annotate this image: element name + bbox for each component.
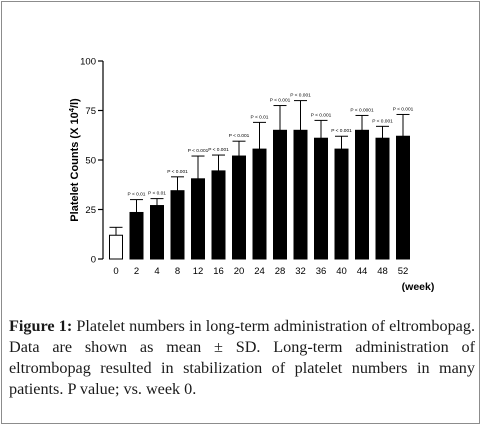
p-value-label: P < 0.001 (290, 93, 311, 99)
bar-week-48 (375, 137, 390, 260)
p-value-label: P < 0.001 (229, 133, 250, 139)
x-tick-label: 28 (275, 266, 286, 277)
p-value-label: P < 0.01 (128, 192, 146, 198)
p-value-label: P < 0.001 (331, 128, 352, 134)
bar-week-0 (109, 234, 123, 260)
bar-week-52 (396, 135, 410, 260)
bar-week-4 (150, 205, 164, 260)
p-value-label: P < 0.001 (270, 98, 291, 104)
x-tick-label: 16 (213, 266, 224, 277)
figure-caption: Figure 1: Platelet numbers in long-term … (9, 316, 475, 400)
p-value-label: P < 0.001 (208, 147, 229, 153)
bar-week-40 (334, 148, 349, 260)
bar-week-20 (232, 155, 246, 260)
caption-text: Platelet numbers in long-term administra… (9, 317, 475, 398)
x-tick-label: 40 (336, 266, 347, 277)
p-value-label: P < 0.01 (251, 114, 269, 120)
platelet-bar-chart: 0 25 50 75 100 0 2 P < 0.01 4 P < 0.01 8 P < 0.001 1… (67, 57, 435, 294)
caption-label: Figure 1: (9, 317, 73, 335)
bar-week-44 (355, 129, 369, 260)
bar-week-2 (129, 211, 144, 260)
bar-week-28 (273, 129, 287, 260)
x-tick-label: 4 (154, 266, 159, 277)
y-tick-label: 50 (85, 156, 96, 167)
p-value-label: P < 0.001 (372, 118, 393, 124)
p-value-label: P < 0.001 (188, 148, 209, 154)
x-tick-label: 52 (398, 266, 409, 277)
p-value-label: P < 0.001 (393, 106, 414, 112)
x-tick-label: 2 (134, 266, 139, 277)
x-tick-label: 0 (113, 266, 118, 277)
x-tick-label: 8 (175, 266, 180, 277)
p-value-label: P < 0.01 (148, 191, 166, 197)
y-tick-label: 0 (91, 255, 96, 266)
x-tick-label: 44 (357, 266, 368, 277)
bar-week-32 (293, 129, 308, 260)
bar-week-24 (252, 148, 267, 260)
x-tick-label: 36 (316, 266, 327, 277)
bar-week-16 (211, 170, 226, 260)
x-axis-label: (week) (402, 281, 435, 293)
p-value-label: P < 0.001 (167, 169, 188, 175)
p-value-label: P < 0.001 (311, 112, 332, 118)
bar-week-12 (191, 178, 205, 260)
x-tick-label: 24 (254, 266, 265, 277)
x-tick-label: 48 (377, 266, 388, 277)
p-value-label: P < 0.0001 (350, 107, 374, 113)
x-tick-label: 32 (295, 266, 306, 277)
y-tick-label: 25 (85, 205, 96, 216)
bar-week-36 (314, 137, 328, 260)
bar-week-8 (170, 190, 185, 260)
y-tick-label: 100 (80, 57, 96, 68)
y-axis-label: Platelet Counts (X 104/l) (67, 98, 81, 222)
x-tick-label: 12 (193, 266, 204, 277)
x-tick-label: 20 (234, 266, 245, 277)
y-tick-label: 75 (85, 106, 96, 117)
